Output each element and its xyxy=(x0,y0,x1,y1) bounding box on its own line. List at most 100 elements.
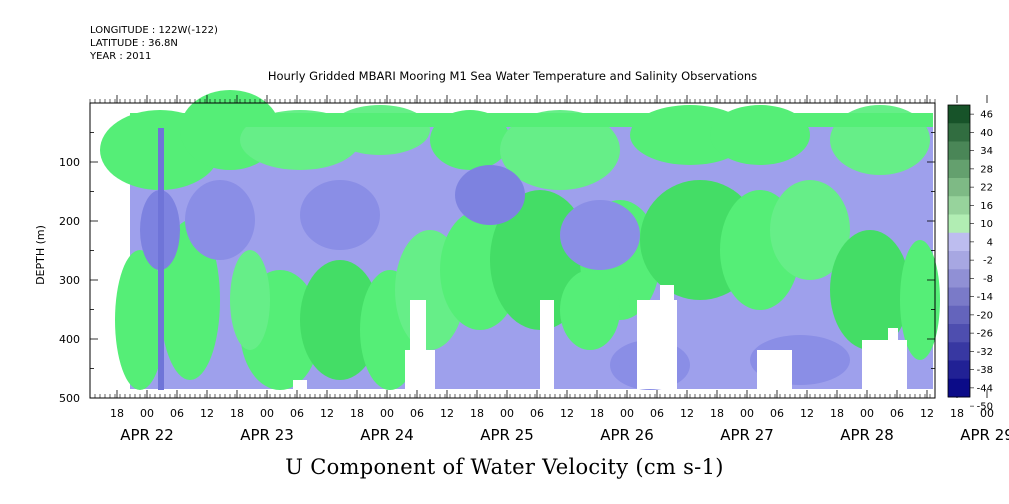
colorbar-swatch xyxy=(948,214,970,234)
x-date-label: APR 29 xyxy=(960,426,1009,444)
colorbar-label: -32 xyxy=(977,347,993,358)
x-tick-label: 12 xyxy=(320,407,334,420)
x-date-label: APR 28 xyxy=(840,426,894,444)
x-tick-label: 18 xyxy=(590,407,604,420)
x-tick-label: 00 xyxy=(740,407,754,420)
colorbar-label: -38 xyxy=(977,365,993,376)
longitude-label: LONGITUDE : 122W(-122) xyxy=(90,25,218,36)
x-tick-label: 00 xyxy=(140,407,154,420)
colorbar-label: -50 xyxy=(977,402,993,413)
x-axis-label: U Component of Water Velocity (cm s-1) xyxy=(285,455,724,479)
y-tick-label: 500 xyxy=(59,392,80,405)
no-data-region xyxy=(757,350,792,389)
colorbar-label: -20 xyxy=(977,310,993,321)
no-data-region xyxy=(540,300,554,389)
latitude-label: LATITUDE : 36.8N xyxy=(90,38,178,49)
colorbar-swatch xyxy=(948,159,970,179)
x-tick-label: 18 xyxy=(830,407,844,420)
x-tick-label: 00 xyxy=(620,407,634,420)
positive-region xyxy=(160,220,220,380)
colorbar-swatch xyxy=(948,251,970,270)
year-label: YEAR : 2011 xyxy=(90,51,152,62)
x-tick-label: 06 xyxy=(530,407,544,420)
negative-region xyxy=(300,180,380,250)
x-tick-label: 06 xyxy=(290,407,304,420)
colorbar-label: 16 xyxy=(980,201,993,212)
colorbar-swatch xyxy=(948,123,970,142)
y-axis-label: DEPTH (m) xyxy=(34,225,47,285)
colorbar-label: 28 xyxy=(980,164,993,175)
x-date-label: APR 25 xyxy=(480,426,534,444)
colorbar-label: -8 xyxy=(983,274,993,285)
colorbar-swatch xyxy=(948,196,970,215)
negative-region xyxy=(185,180,255,260)
x-tick-label: 12 xyxy=(200,407,214,420)
x-date-label: APR 26 xyxy=(600,426,654,444)
x-tick-label: 06 xyxy=(890,407,904,420)
chart-svg: 18 00 06 12 18 00 06 12 18 00 06 12 18 00 06 12 18 00 06 12… xyxy=(34,90,1009,444)
colorbar-label: -14 xyxy=(977,292,993,303)
axes: 18 00 06 12 18 00 06 12 18 00 06 12 18 00 06 12 18 00 06 12… xyxy=(59,95,1009,444)
positive-region xyxy=(500,110,620,190)
colorbar-swatch xyxy=(948,342,970,361)
x-tick-label: 12 xyxy=(680,407,694,420)
x-tick-label: 12 xyxy=(800,407,814,420)
colorbar-swatch xyxy=(948,360,970,380)
positive-region xyxy=(330,105,430,155)
colorbar-frame xyxy=(947,104,971,398)
y-tick-label: 300 xyxy=(59,274,80,287)
x-tick-label: 18 xyxy=(950,407,964,420)
x-tick-label: 00 xyxy=(260,407,274,420)
x-tick-label: 12 xyxy=(560,407,574,420)
x-tick-label: 00 xyxy=(860,407,874,420)
colorbar-swatch xyxy=(948,287,970,307)
x-tick-label: 18 xyxy=(470,407,484,420)
x-date-label: APR 23 xyxy=(240,426,294,444)
positive-region xyxy=(115,250,165,390)
x-date-label: APR 22 xyxy=(120,426,174,444)
no-data-region xyxy=(862,340,907,389)
no-data-region xyxy=(888,328,898,343)
x-tick-label: 18 xyxy=(350,407,364,420)
x-tick-label: 06 xyxy=(770,407,784,420)
y-tick-label: 400 xyxy=(59,333,80,346)
colorbar-swatch xyxy=(948,232,970,252)
no-data-region xyxy=(293,380,307,389)
x-tick-label: 06 xyxy=(650,407,664,420)
positive-region xyxy=(300,260,380,380)
colorbar-label: -44 xyxy=(977,383,993,394)
positive-region xyxy=(900,240,940,360)
x-tick-label: 06 xyxy=(170,407,184,420)
x-tick-label: 00 xyxy=(380,407,394,420)
x-tick-label: 18 xyxy=(110,407,124,420)
colorbar-swatch xyxy=(948,269,970,288)
x-tick-label: 12 xyxy=(440,407,454,420)
colorbar-label: 40 xyxy=(980,128,993,139)
negative-streak xyxy=(158,128,164,390)
y-tick-label: 100 xyxy=(59,156,80,169)
positive-region xyxy=(770,180,850,280)
colorbar-label: 22 xyxy=(980,183,993,194)
colorbar-swatch xyxy=(948,378,970,398)
no-data-region xyxy=(660,285,674,315)
colorbar-swatch xyxy=(948,305,970,325)
y-tick-label: 200 xyxy=(59,215,80,228)
x-tick-label: 18 xyxy=(230,407,244,420)
colorbar-swatch xyxy=(948,141,970,161)
colorbar-swatch xyxy=(948,105,970,124)
surface-positive-band xyxy=(130,113,933,127)
colorbar-swatch xyxy=(948,324,970,343)
positive-region xyxy=(830,230,910,350)
positive-region xyxy=(560,270,620,350)
colorbar-label: -26 xyxy=(977,329,993,340)
positive-region xyxy=(230,250,270,350)
colorbar-label: 10 xyxy=(980,219,993,230)
chart-title: Hourly Gridded MBARI Mooring M1 Sea Wate… xyxy=(267,69,758,83)
colorbar-label: 34 xyxy=(980,146,993,157)
colorbar-label: 4 xyxy=(987,237,993,248)
x-tick-label: 00 xyxy=(980,407,994,420)
negative-region xyxy=(560,200,640,270)
x-tick-label: 00 xyxy=(500,407,514,420)
colorbar: 46 40 34 28 22 16 10 4 -2 -8 -14 -20 -26 -32 -38 -44 -50 xyxy=(947,104,993,413)
colorbar-swatch xyxy=(948,178,970,197)
